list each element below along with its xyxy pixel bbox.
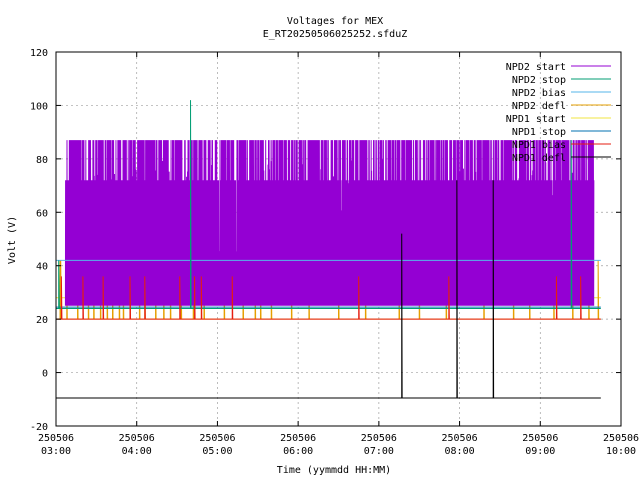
x-tick-label-time: 04:00 [122,446,152,457]
x-tick-label-date: 250506 [38,433,74,444]
x-tick-label-date: 250506 [199,433,235,444]
legend-label: NPD2 defl [512,101,566,112]
legend-label: NPD1 defl [512,153,566,164]
x-tick-label-date: 250506 [361,433,397,444]
legend-label: NPD2 start [506,62,566,73]
x-axis-label: Time (yymmdd HH:MM) [277,465,391,476]
y-axis-label: Volt (V) [7,216,18,264]
x-tick-label-date: 250506 [119,433,155,444]
x-tick-label-time: 10:00 [606,446,636,457]
y-tick-label: 0 [42,369,48,380]
y-tick-label: 120 [30,48,48,59]
legend: NPD2 start NPD2 stop NPD2 bias NPD2 defl NPD… [506,62,611,164]
chart-subtitle: E_RT20250506025252.sfduZ [263,29,408,40]
x-tick-label-time: 05:00 [202,446,232,457]
y-tick-label: 40 [36,262,48,273]
legend-label: NPD1 start [506,114,566,125]
series-npd2-start [64,140,595,306]
series-npd2-stop [56,100,601,309]
legend-label: NPD1 stop [512,127,566,138]
x-tick-label-date: 250506 [280,433,316,444]
y-tick-label: 60 [36,208,48,219]
x-tick-label-date: 250506 [442,433,478,444]
series-npd1-defl [56,180,601,399]
y-tick-label: 100 [30,101,48,112]
x-tick-label-time: 08:00 [445,446,475,457]
series-npd1-bias [56,276,601,320]
chart-title: Voltages for MEX [287,16,383,27]
plot-frame [55,51,622,427]
x-tick-label-time: 03:00 [41,446,71,457]
x-tick-label-time: 09:00 [525,446,555,457]
x-tick-label-time: 06:00 [283,446,313,457]
x-tick-label-time: 07:00 [364,446,394,457]
y-tick-label: -20 [30,422,48,433]
y-tick-label: 20 [36,315,48,326]
axes-layer: -20 0 20 40 60 80 100 120 250506 03:00 250506 04:00… [30,48,639,457]
legend-label: NPD2 stop [512,75,566,86]
x-tick-label-date: 250506 [603,433,639,444]
series-layer [56,100,601,399]
y-tick-label: 80 [36,155,48,166]
x-tick-label-date: 250506 [522,433,558,444]
legend-label: NPD2 bias [512,88,566,99]
legend-label: NPD1 bias [512,140,566,151]
